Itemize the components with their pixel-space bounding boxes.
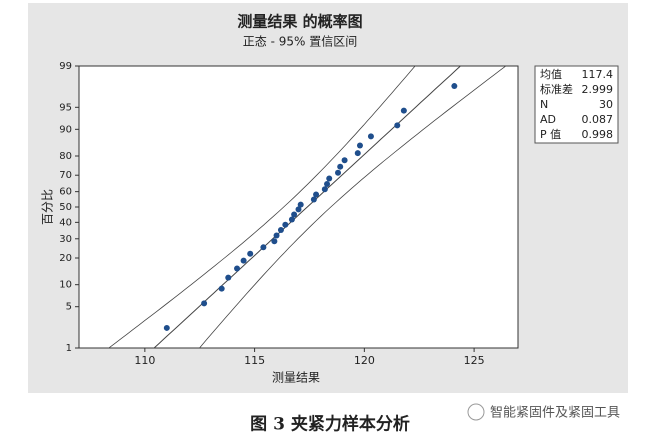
data-point xyxy=(240,257,247,264)
stat-value: 2.999 xyxy=(582,83,614,96)
y-tick-label: 1 xyxy=(66,343,72,354)
x-tick-label: 115 xyxy=(244,354,265,367)
data-point xyxy=(394,122,401,129)
data-point xyxy=(271,238,278,245)
stat-label: AD xyxy=(540,113,556,126)
y-tick-label: 70 xyxy=(59,170,72,181)
y-axis-label: 百分比 xyxy=(41,189,55,225)
x-tick-label: 110 xyxy=(134,354,155,367)
data-point xyxy=(321,186,328,193)
stat-label: N xyxy=(540,98,548,111)
chart-subtitle: 正态 - 95% 置信区间 xyxy=(243,35,357,49)
data-point xyxy=(367,133,374,140)
data-point xyxy=(400,107,407,114)
data-point xyxy=(260,244,267,251)
stat-value: 0.087 xyxy=(582,113,614,126)
y-tick-label: 99 xyxy=(59,61,72,72)
stat-value: 0.998 xyxy=(582,128,614,141)
y-tick-label: 60 xyxy=(59,187,72,198)
y-tick-label: 5 xyxy=(66,302,72,313)
caption: 图 3 夹紧力样本分析 xyxy=(250,414,410,435)
y-tick-label: 50 xyxy=(59,202,72,213)
y-tick-label: 10 xyxy=(59,280,72,291)
data-point xyxy=(354,150,361,157)
data-point xyxy=(273,232,280,239)
data-point xyxy=(288,216,295,223)
y-tick-label: 30 xyxy=(59,234,72,245)
data-point xyxy=(201,300,208,307)
data-point xyxy=(247,250,254,257)
x-tick-label: 120 xyxy=(354,354,375,367)
watermark: 智能紧固件及紧固工具 xyxy=(490,406,620,421)
y-tick-label: 90 xyxy=(59,124,72,135)
x-tick-label: 125 xyxy=(464,354,485,367)
stat-value: 30 xyxy=(599,98,613,111)
confidence-band xyxy=(108,66,416,348)
data-point xyxy=(295,206,302,213)
stats-box xyxy=(534,65,619,144)
data-point xyxy=(356,142,363,149)
data-point xyxy=(310,196,317,203)
data-point xyxy=(234,265,241,272)
data-point xyxy=(313,191,320,198)
data-point xyxy=(326,175,333,182)
data-point xyxy=(451,83,458,90)
data-point xyxy=(277,227,284,234)
chart-title: 测量结果 的概率图 xyxy=(237,13,362,31)
stat-label: 标准差 xyxy=(540,82,573,96)
stat-value: 117.4 xyxy=(582,68,614,81)
data-point xyxy=(324,180,331,187)
y-tick-label: 95 xyxy=(59,102,72,113)
y-tick-label: 40 xyxy=(59,217,72,228)
stat-label: P 值 xyxy=(540,128,561,141)
data-point xyxy=(225,274,232,281)
data-point xyxy=(218,285,225,292)
stat-label: 均值 xyxy=(540,68,562,81)
data-point xyxy=(341,157,348,164)
data-point xyxy=(291,211,298,218)
fit-line xyxy=(153,66,462,348)
confidence-band xyxy=(198,66,507,348)
data-point xyxy=(337,163,344,170)
data-point xyxy=(335,169,342,176)
y-tick-label: 80 xyxy=(59,151,72,162)
data-point xyxy=(297,201,304,208)
data-point xyxy=(163,324,170,331)
y-tick-label: 20 xyxy=(59,253,72,264)
watermark-icon xyxy=(467,403,485,421)
x-axis-label: 测量结果 xyxy=(272,371,320,385)
data-point xyxy=(282,221,289,228)
